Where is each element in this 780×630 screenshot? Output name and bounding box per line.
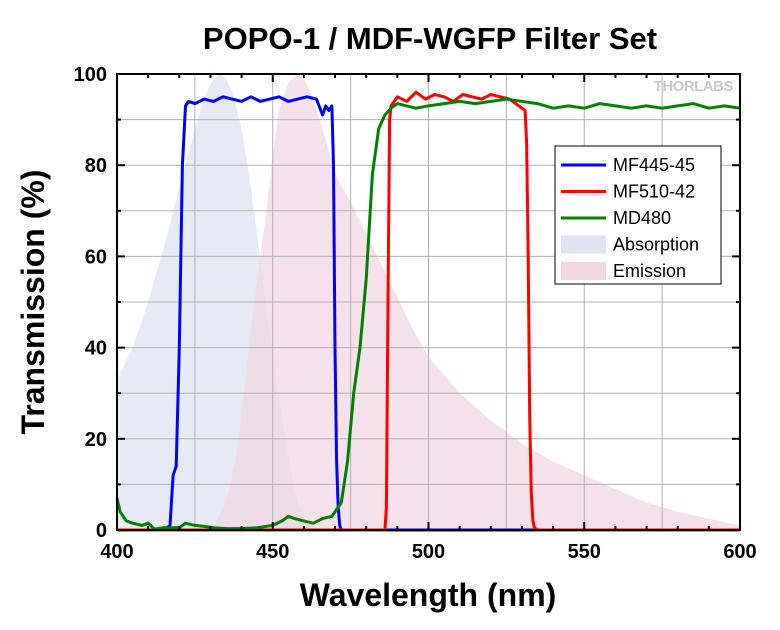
legend-label-mf445-45: MF445-45 bbox=[613, 155, 695, 175]
plot-frame bbox=[116, 73, 741, 531]
y-tick-label: 20 bbox=[85, 429, 107, 451]
emission-area bbox=[210, 74, 740, 530]
mf445-45-line bbox=[117, 95, 740, 532]
chart-title: POPO-1 / MDF-WGFP Filter Set bbox=[203, 21, 657, 56]
x-tick-label: 400 bbox=[100, 541, 133, 563]
y-tick-label: 40 bbox=[85, 338, 107, 360]
y-tick-label: 60 bbox=[85, 246, 107, 268]
legend: MF445-45 MF510-42 MD480 Absorption Emission bbox=[554, 145, 722, 285]
y-tick-label: 0 bbox=[96, 520, 107, 542]
y-axis-label: Transmission (%) bbox=[15, 170, 51, 435]
tick-labels: 400 450 500 550 600 0 20 40 60 80 100 bbox=[74, 64, 757, 563]
legend-label-mf510-42: MF510-42 bbox=[613, 182, 695, 202]
x-tick-label: 600 bbox=[723, 541, 756, 563]
y-tick-label: 80 bbox=[85, 155, 107, 177]
emission-legend-swatch bbox=[561, 262, 606, 280]
legend-box bbox=[554, 145, 722, 285]
x-tick-label: 450 bbox=[256, 541, 289, 563]
absorption-legend-swatch bbox=[561, 235, 606, 254]
md480-line bbox=[115, 97, 741, 531]
x-axis-label: Wavelength (nm) bbox=[300, 577, 557, 613]
legend-label-emission: Emission bbox=[613, 261, 686, 281]
x-tick-label: 500 bbox=[412, 541, 445, 563]
legend-label-absorption: Absorption bbox=[613, 235, 699, 255]
y-tick-label: 100 bbox=[74, 64, 107, 86]
line-series bbox=[115, 90, 741, 532]
x-tick-label: 550 bbox=[568, 541, 601, 563]
legend-label-md480: MD480 bbox=[613, 208, 671, 228]
thorlabs-logo: THORLABS bbox=[654, 78, 734, 95]
logo: THORLABS bbox=[654, 78, 734, 95]
